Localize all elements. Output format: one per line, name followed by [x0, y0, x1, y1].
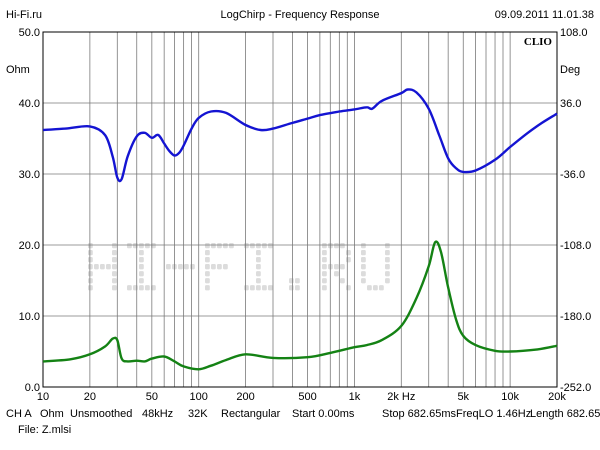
grid-lines [43, 32, 557, 387]
setting-size: 32K [188, 408, 208, 420]
setting-window: Rectangular [221, 408, 281, 420]
right-tick-label: -252.0 [560, 382, 591, 394]
watermark [88, 243, 390, 291]
right-tick-label: 108.0 [560, 27, 588, 39]
plot-frame [42, 31, 558, 388]
right-axis-unit: Deg [560, 64, 580, 76]
series-0-line [42, 88, 558, 183]
left-tick-label: 40.0 [19, 98, 40, 110]
setting-samplerate: 48kHz [142, 408, 174, 420]
x-tick-label: 20k [548, 391, 566, 400]
x-tick-label: 20 [84, 391, 96, 400]
x-tick-label: 5k [457, 391, 469, 400]
x-tick-label: 1k [349, 391, 361, 400]
right-tick-label: 36.0 [560, 98, 581, 110]
setting-start: Start 0.00ms [292, 408, 355, 420]
setting-unit: Ohm [40, 408, 64, 420]
setting-smoothing: Unsmoothed [70, 408, 133, 420]
left-tick-label: 10.0 [19, 311, 40, 323]
left-axis-unit: Ohm [6, 64, 30, 76]
series-1-line [42, 240, 558, 371]
right-tick-label: -36.0 [560, 169, 585, 181]
left-tick-label: 50.0 [19, 27, 40, 39]
frequency-response-chart[interactable]: 10 20 50 100 200 500 1k 2k Hz 5k 10k 20k 0.0 10.0 20.… [0, 0, 600, 400]
measurement-settings: CH A Ohm Unsmoothed 48kHz 32K Rectangular Star… [6, 408, 600, 420]
setting-length: Length 682.65ms [530, 408, 600, 420]
chart-title: LogChirp - Frequency Response [220, 9, 380, 21]
curves [42, 88, 558, 371]
setting-channel: CH A [6, 408, 32, 420]
x-tick-label: 2k Hz [387, 391, 415, 400]
datetime-label: 09.09.2011 11.01.38 [494, 9, 594, 21]
x-tick-label: 10k [501, 391, 519, 400]
x-tick-label: 100 [190, 391, 208, 400]
setting-freqlo: FreqLO 1.46Hz [456, 408, 532, 420]
clio-logo: CLIO [524, 36, 553, 48]
left-tick-label: 0.0 [25, 382, 40, 394]
right-tick-label: -108.0 [560, 240, 591, 252]
right-tick-label: -180.0 [560, 311, 591, 323]
file-label: File: Z.mlsi [18, 424, 72, 436]
left-tick-label: 30.0 [19, 169, 40, 181]
x-tick-label: 200 [236, 391, 254, 400]
axis-labels: 10 20 50 100 200 500 1k 2k Hz 5k 10k 20k 0.0 10.0 20.… [6, 27, 591, 400]
site-label: Hi-Fi.ru [6, 9, 43, 21]
left-tick-label: 20.0 [19, 240, 40, 252]
x-tick-label: 50 [146, 391, 158, 400]
x-tick-label: 10 [37, 391, 49, 400]
x-tick-label: 500 [298, 391, 316, 400]
setting-stop: Stop 682.65ms [382, 408, 456, 420]
